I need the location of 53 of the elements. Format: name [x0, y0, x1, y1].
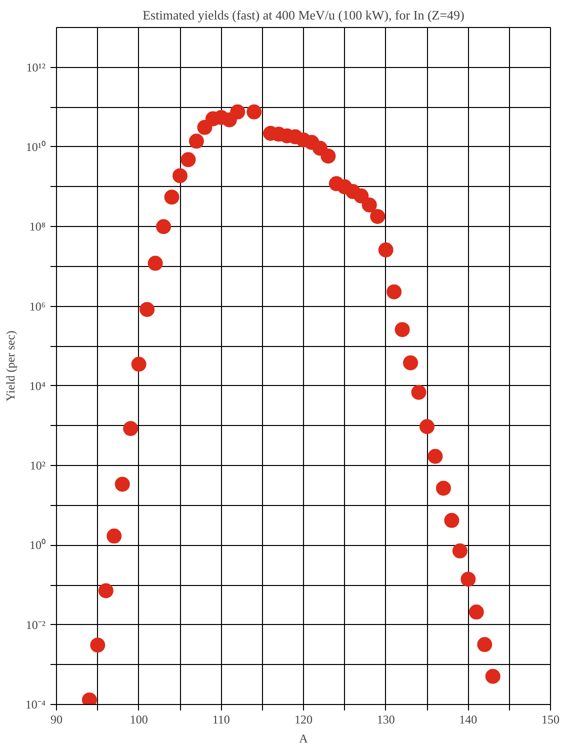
y-tick-label: 10⁻⁴: [25, 698, 46, 712]
x-tick-label: 110: [212, 712, 230, 726]
y-tick-label: 10⁰: [30, 538, 46, 552]
point: [188, 134, 204, 149]
point: [172, 168, 188, 184]
point: [131, 356, 146, 372]
point: [411, 384, 426, 400]
x-tick-label: 120: [294, 712, 312, 726]
point: [123, 421, 138, 436]
x-tick-label: 140: [459, 712, 478, 726]
point: [460, 572, 476, 587]
x-tick-label: 90: [50, 712, 62, 726]
point: [180, 152, 196, 168]
point: [452, 543, 468, 558]
x-axis-title: A: [299, 732, 308, 746]
y-tick-label: 10¹²: [26, 60, 46, 74]
point: [354, 188, 369, 204]
point: [246, 104, 262, 120]
chart-title: Estimated yields (fast) at 400 MeV/u (100 kW), for In (Z=49): [142, 8, 464, 22]
point: [90, 638, 106, 653]
y-tick-label: 10⁻²: [26, 618, 46, 632]
point: [230, 104, 246, 120]
x-tick-label: 130: [376, 712, 395, 726]
y-tick-label: 10⁸: [29, 220, 46, 234]
point: [444, 512, 460, 528]
x-tick-label: 150: [542, 712, 560, 726]
y-tick-label: 10¹⁰: [26, 140, 46, 154]
point: [156, 219, 172, 234]
point: [197, 120, 212, 135]
point: [485, 668, 500, 684]
point: [394, 322, 410, 338]
y-tick-label: 10⁴: [29, 378, 46, 393]
point: [436, 480, 451, 496]
point: [468, 604, 484, 620]
y-tick-label: 10²: [30, 458, 46, 473]
point: [403, 355, 418, 370]
point: [164, 190, 180, 205]
point: [106, 528, 122, 544]
x-tick-label: 100: [130, 712, 148, 726]
point: [477, 637, 492, 652]
point: [362, 197, 377, 212]
point: [320, 148, 336, 164]
point: [420, 419, 434, 434]
point: [98, 583, 114, 598]
point: [386, 284, 402, 300]
y-axis-title: Yield (per sec): [3, 330, 18, 402]
point: [148, 256, 163, 271]
point: [428, 448, 443, 464]
point: [140, 302, 155, 317]
point: [378, 242, 394, 258]
point: [114, 476, 130, 492]
y-tick-label: 10⁶: [29, 299, 46, 314]
point: [370, 208, 386, 224]
